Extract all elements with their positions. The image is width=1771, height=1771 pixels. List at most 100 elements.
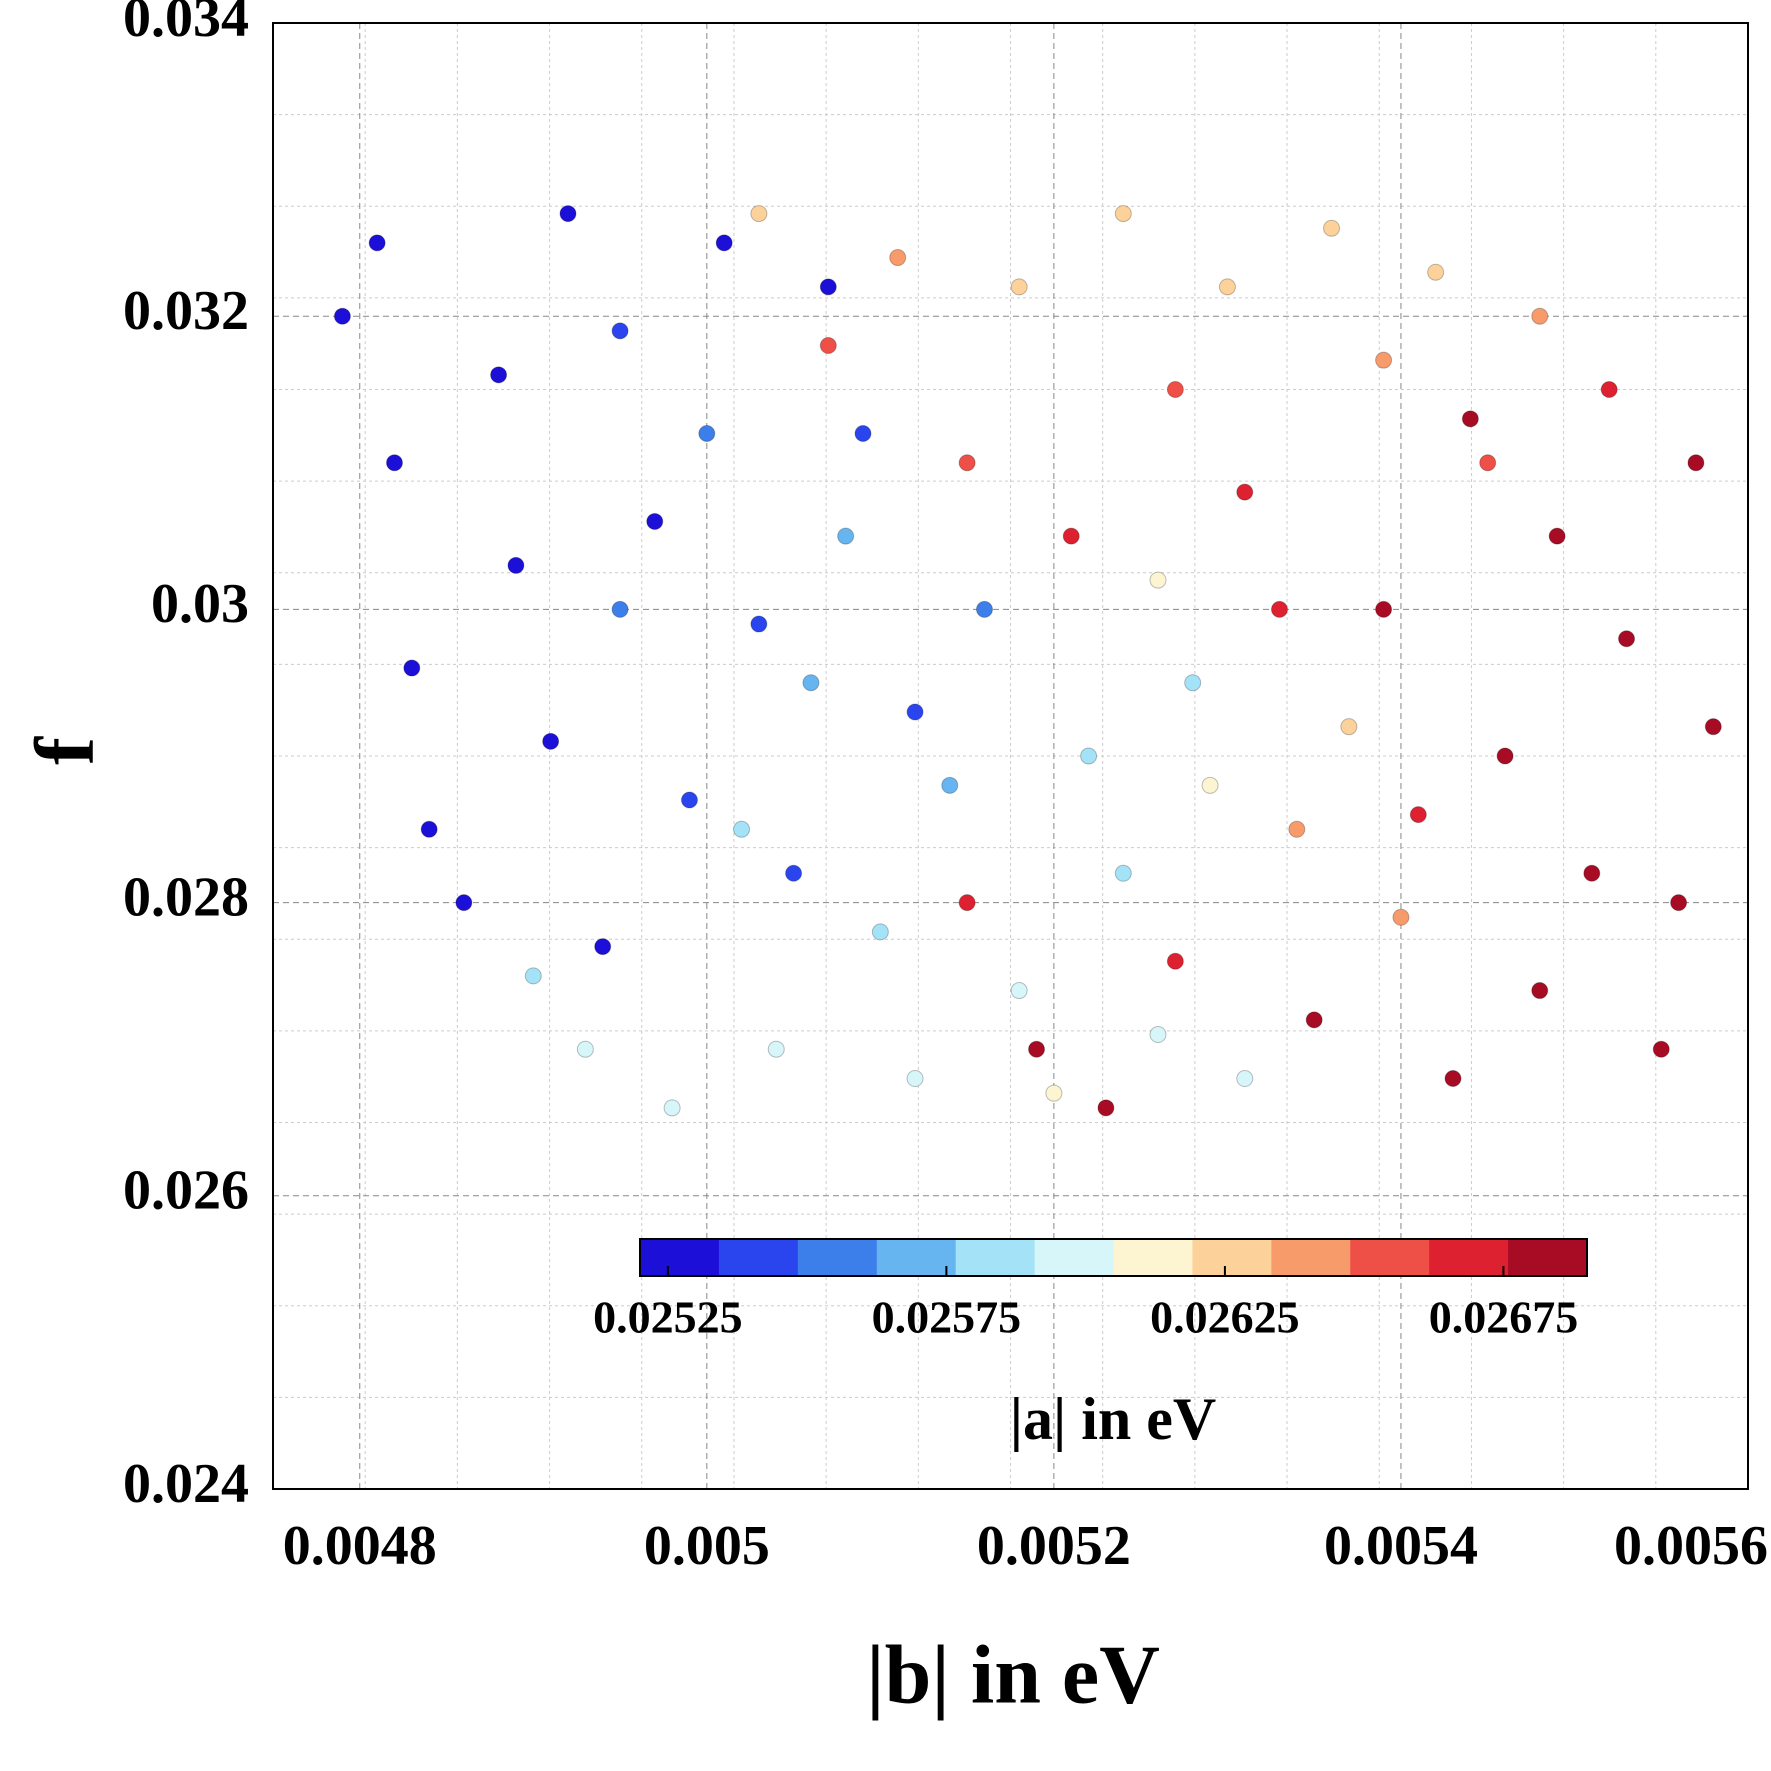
point [490, 366, 508, 384]
point [1236, 1070, 1254, 1088]
point [1618, 630, 1636, 648]
colorbar-cell [1192, 1239, 1272, 1276]
point [733, 820, 751, 838]
point [1392, 908, 1410, 926]
colorbar-tick-label: 0.02525 [593, 1292, 743, 1343]
point [646, 512, 664, 530]
colorbar-tick-label: 0.02575 [872, 1292, 1022, 1343]
point [750, 615, 768, 633]
point [385, 454, 403, 472]
point [1062, 527, 1080, 545]
point [1496, 747, 1514, 765]
point [975, 600, 993, 618]
point [1288, 820, 1306, 838]
x-tick-label: 0.005 [644, 1515, 770, 1577]
point [1687, 454, 1705, 472]
point [1670, 894, 1688, 912]
y-tick-label: 0.032 [123, 280, 249, 342]
point [594, 938, 612, 956]
colorbar-cell [1034, 1239, 1114, 1276]
colorbar-cell [718, 1239, 799, 1276]
point [802, 674, 820, 692]
point [1531, 307, 1549, 325]
y-tick-label: 0.034 [123, 0, 249, 49]
point [611, 600, 629, 618]
colorbar-cell [1429, 1239, 1509, 1276]
colorbar-cell [1350, 1239, 1430, 1276]
point [1149, 1026, 1167, 1044]
y-tick-label: 0.026 [123, 1160, 249, 1222]
point [958, 894, 976, 912]
point [1218, 278, 1236, 296]
point [680, 791, 698, 809]
point [420, 820, 438, 838]
point [715, 234, 733, 252]
point [403, 659, 421, 677]
point [1028, 1040, 1046, 1058]
point [1652, 1040, 1670, 1058]
colorbar-cell [797, 1239, 878, 1276]
point [1427, 263, 1445, 281]
point [1583, 864, 1601, 882]
point [1149, 571, 1167, 589]
point [1010, 278, 1028, 296]
colorbar-label: |a| in eV [1010, 1386, 1216, 1452]
point [889, 249, 907, 267]
point [559, 205, 577, 223]
point [1270, 600, 1288, 618]
y-tick-label: 0.024 [123, 1453, 249, 1515]
point [576, 1040, 594, 1058]
point [1323, 219, 1341, 237]
point [906, 1070, 924, 1088]
colorbar-tick-label: 0.02675 [1429, 1292, 1579, 1343]
point [1461, 410, 1479, 428]
point [507, 556, 525, 574]
point [1201, 776, 1219, 794]
point [958, 454, 976, 472]
colorbar-tick-label: 0.02625 [1150, 1292, 1300, 1343]
point [1375, 600, 1393, 618]
point [767, 1040, 785, 1058]
point [524, 967, 542, 985]
point [1114, 205, 1132, 223]
y-tick-label: 0.028 [123, 866, 249, 928]
point [1531, 982, 1549, 1000]
point [1097, 1099, 1115, 1117]
point [1548, 527, 1566, 545]
colorbar-frame [639, 1238, 1588, 1277]
point [906, 703, 924, 721]
point [871, 923, 889, 941]
point [1340, 718, 1358, 736]
point [455, 894, 473, 912]
point [750, 205, 768, 223]
point [611, 322, 629, 340]
colorbar-cell [1113, 1239, 1193, 1276]
x-tick-label: 0.0052 [977, 1515, 1131, 1577]
point [1184, 674, 1202, 692]
plot-frame [272, 22, 1749, 1490]
point [1236, 483, 1254, 501]
point [1045, 1084, 1063, 1102]
point [663, 1099, 681, 1117]
point [698, 424, 716, 442]
point [854, 424, 872, 442]
colorbar-cell [640, 1239, 720, 1276]
x-tick-label: 0.0056 [1614, 1515, 1768, 1577]
x-tick-label: 0.0054 [1324, 1515, 1478, 1577]
colorbar-cell [1271, 1239, 1351, 1276]
y-tick-label: 0.03 [151, 573, 249, 635]
y-axis-label: f [18, 736, 111, 765]
point [1600, 381, 1618, 398]
point [1305, 1011, 1323, 1029]
colorbar-cell [1508, 1239, 1588, 1276]
colorbar-cell [955, 1239, 1036, 1276]
point [1166, 952, 1184, 970]
point [1409, 806, 1427, 824]
colorbar-cell [876, 1239, 957, 1276]
point [1479, 454, 1497, 472]
point [1080, 747, 1098, 765]
point [1166, 381, 1184, 398]
point [368, 234, 386, 252]
point [542, 732, 560, 750]
point [941, 776, 959, 794]
